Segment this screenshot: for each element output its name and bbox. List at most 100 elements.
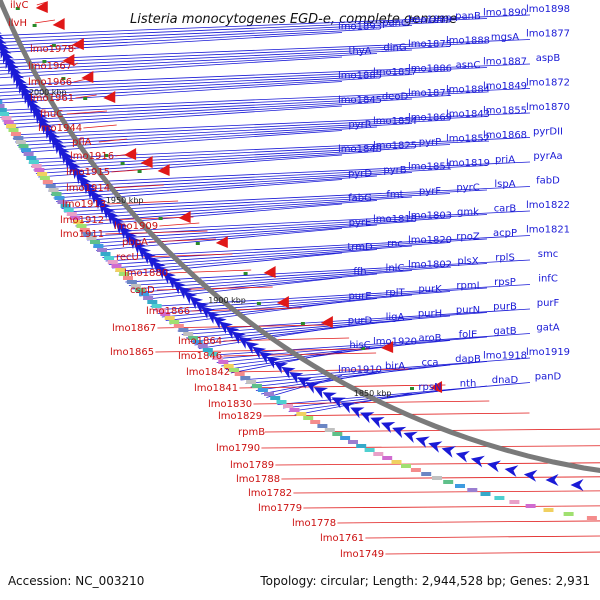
forward-gene-label: pyrF: [419, 186, 441, 197]
forward-gene-label: deoD: [382, 92, 409, 103]
feature-block: [586, 516, 597, 520]
forward-label-line: [35, 151, 378, 174]
forward-gene-arrow: [98, 200, 112, 215]
forward-gene-label: pyrP: [419, 137, 441, 148]
feature-block: [169, 320, 180, 324]
forward-gene-arrow: [340, 402, 355, 414]
feature-block: [391, 460, 402, 464]
feature-block: [173, 324, 184, 328]
forward-gene-arrow: [106, 210, 120, 225]
feature-block: [218, 360, 229, 364]
forward-gene-arrow: [0, 34, 7, 49]
forward-gene-label: lmo1822: [526, 200, 570, 211]
forward-label-line: [15, 119, 451, 143]
feature-block: [54, 196, 65, 200]
feature-block: [0, 100, 3, 104]
forward-gene-arrow: [0, 39, 9, 54]
feature-block: [42, 180, 53, 184]
reverse-gene-label: fhuC: [40, 109, 63, 120]
forward-gene-label: purH: [418, 309, 442, 320]
forward-gene-label: hisC: [349, 340, 370, 351]
forward-gene-arrow: [12, 69, 25, 85]
reverse-gene-label: lmo1967: [28, 61, 72, 72]
forward-gene-label: nth: [460, 379, 477, 390]
topology-text: Topology: circular; Length: 2,944,528 bp…: [260, 574, 590, 588]
feature-marker: [410, 387, 414, 390]
forward-gene-label: acpP: [493, 228, 517, 239]
feature-marker: [361, 347, 366, 350]
forward-gene-label: pyrAa: [533, 151, 562, 162]
feature-block: [164, 316, 175, 320]
forward-gene-arrow: [570, 479, 584, 491]
reverse-gene-arrow: [215, 236, 228, 248]
forward-gene-arrow: [157, 265, 171, 280]
feature-block: [13, 136, 24, 140]
forward-gene-label: lmo1818: [373, 214, 417, 225]
forward-label-line: [31, 144, 451, 167]
forward-label-line: [81, 210, 531, 234]
forward-label-line: [294, 392, 413, 416]
feature-block: [332, 432, 343, 436]
forward-gene-arrow: [273, 361, 289, 374]
feature-block: [207, 352, 218, 356]
feature-blocks: [0, 96, 597, 520]
forward-gene-label: birA: [385, 361, 405, 372]
forward-gene-label: ffh: [353, 267, 366, 278]
forward-label-line: [0, 77, 378, 100]
forward-gene-label: lmo1872: [526, 78, 570, 89]
feature-block: [45, 184, 56, 188]
forward-label-line: [0, 95, 451, 118]
forward-gene-arrow: [428, 441, 443, 453]
feature-block: [3, 120, 14, 124]
forward-label-line: [221, 343, 413, 367]
forward-gene-label: lnlC: [386, 263, 405, 274]
forward-gene-arrow: [266, 356, 281, 369]
reverse-gene-label: lmo1761: [320, 533, 364, 544]
feature-block: [364, 448, 375, 452]
forward-label-line: [28, 140, 488, 164]
reverse-gene-label: rpmB: [238, 427, 265, 438]
reverse-gene-label: lmo1916: [70, 151, 114, 162]
reverse-gene-label: lmo1846: [178, 351, 222, 362]
feature-marker: [300, 322, 305, 325]
forward-label-line: [0, 28, 378, 50]
forward-gene-arrow: [86, 185, 100, 200]
reverse-label-line: [105, 216, 194, 221]
reverse-gene-label: lmo1944: [38, 123, 82, 134]
feature-block: [160, 312, 171, 316]
reverse-label-line: [111, 184, 164, 189]
reverse-label-line: [67, 45, 76, 50]
forward-gene-label: folE: [459, 330, 478, 341]
forward-gene-arrow: [350, 407, 365, 419]
forward-gene-label: lmo1851: [408, 162, 452, 173]
forward-gene-label: lmo1886: [408, 64, 452, 75]
reverse-label-line: [73, 78, 87, 83]
forward-gene-label: gatB: [493, 326, 516, 337]
reverse-gene-arrow: [35, 1, 48, 13]
feature-block: [251, 384, 262, 388]
feature-block: [34, 168, 45, 172]
reverse-gene-label: pbpA: [122, 237, 148, 248]
feature-block: [289, 408, 300, 412]
forward-label-line: [72, 200, 378, 223]
reverse-label-line: [75, 94, 97, 99]
forward-gene-arrow: [15, 74, 27, 90]
feature-block: [296, 412, 307, 416]
reverse-label-line: [385, 551, 600, 555]
feature-block: [421, 472, 432, 476]
forward-gene-label: lmo1877: [526, 29, 570, 40]
forward-label-line: [0, 74, 413, 97]
feature-block: [0, 112, 10, 116]
forward-gene-label: aroB: [419, 333, 442, 344]
forward-label-line: [250, 364, 451, 388]
forward-label-line: [128, 263, 488, 286]
forward-gene-arrow: [331, 397, 346, 409]
feature-block: [79, 228, 90, 232]
forward-label-line: [177, 308, 531, 332]
forward-gene-label: purE: [348, 291, 371, 302]
forward-label-line: [288, 389, 451, 412]
feature-block: [151, 304, 162, 308]
feature-block: [76, 224, 87, 228]
forward-gene-label: lmo1869: [408, 113, 452, 124]
